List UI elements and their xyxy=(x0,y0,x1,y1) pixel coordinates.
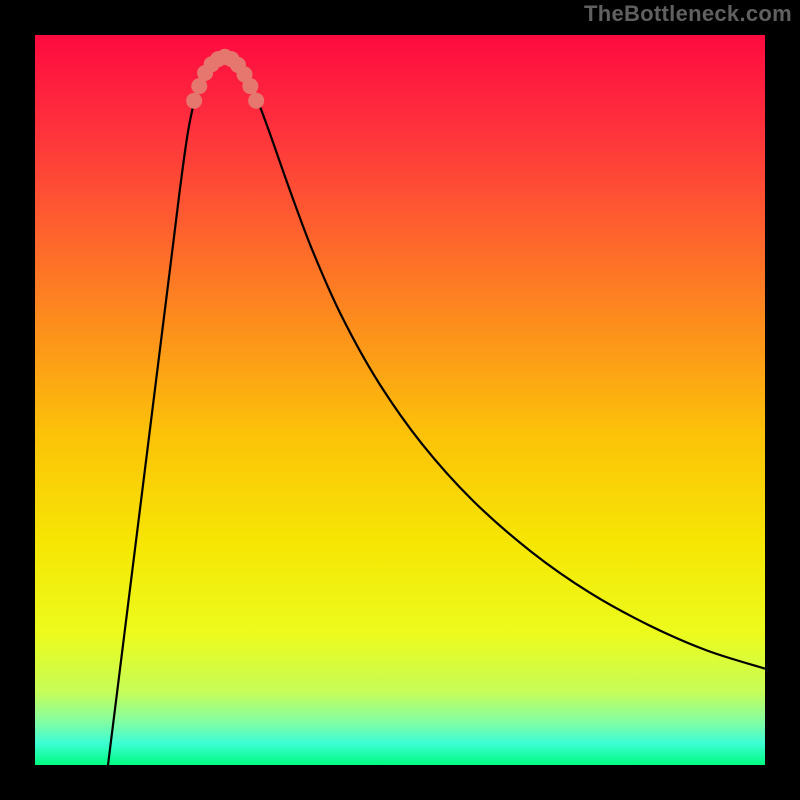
marker-dot xyxy=(186,93,202,109)
plot-background xyxy=(35,35,765,765)
marker-dot xyxy=(242,78,258,94)
bottleneck-chart xyxy=(0,0,800,800)
chart-stage: TheBottleneck.com xyxy=(0,0,800,800)
watermark-text: TheBottleneck.com xyxy=(584,1,792,27)
marker-dot xyxy=(248,93,264,109)
